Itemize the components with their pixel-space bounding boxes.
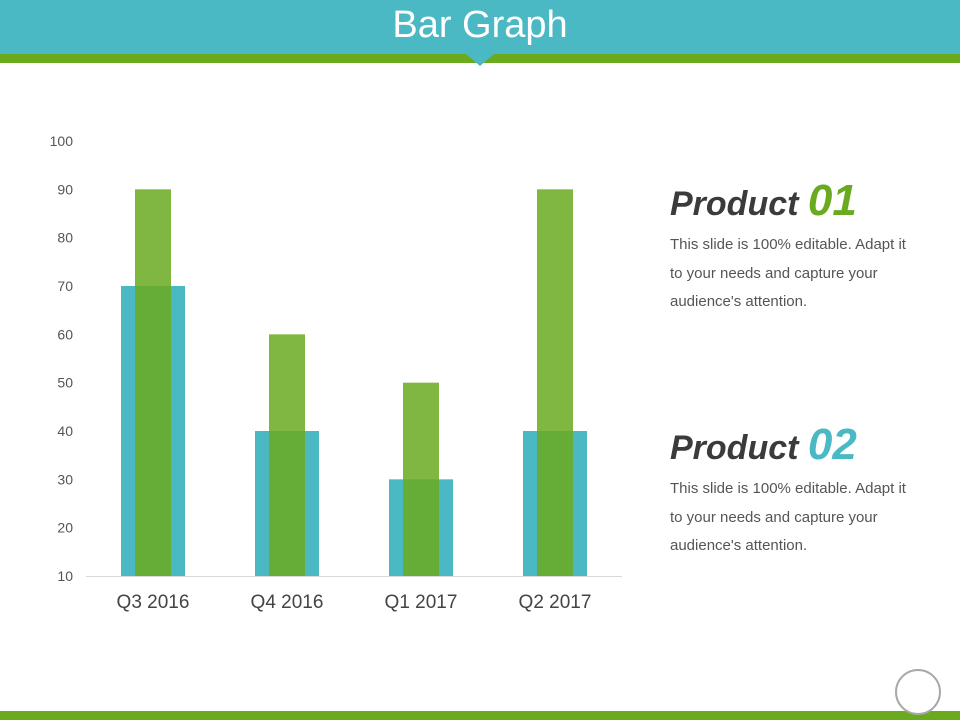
product-block-2: Product 02 This slide is 100% editable. … [670,420,930,561]
chart-bars [121,189,587,577]
y-tick-label: 40 [57,423,73,439]
product-title-2: Product 02 [670,420,930,473]
product-name-2: Product [670,429,799,467]
y-axis-ticks: 100 90 80 70 60 50 40 30 20 10 [50,133,74,584]
product-number-1: 01 [807,176,857,225]
y-tick-label: 80 [57,230,73,246]
bar-series-2-q4-2016 [269,334,305,576]
y-tick-label: 90 [57,181,73,197]
x-tick-label: Q2 2017 [519,592,592,613]
y-tick-label: 70 [57,278,73,294]
product-block-1: Product 01 This slide is 100% editable. … [670,176,930,317]
bar-series-2-q2-2017 [537,189,573,577]
y-tick-label: 20 [57,520,73,536]
x-axis-ticks: Q3 2016 Q4 2016 Q1 2017 Q2 2017 [117,592,592,613]
product-number-2: 02 [807,420,857,469]
slide-title: Bar Graph [392,4,568,46]
product-title-1: Product 01 [670,176,930,229]
x-tick-label: Q4 2016 [251,592,324,613]
bar-series-2-q1-2017 [403,382,439,576]
slide-nav-circle[interactable] [895,669,941,715]
product-name-1: Product [670,185,799,223]
y-tick-label: 30 [57,471,73,487]
product-description-2: This slide is 100% editable. Adapt it to… [670,480,906,554]
y-tick-label: 10 [57,568,73,584]
header-band [0,0,960,54]
product-description-1: This slide is 100% editable. Adapt it to… [670,236,906,310]
y-tick-label: 50 [57,375,73,391]
y-tick-label: 60 [57,326,73,342]
footer-accent-line [0,711,960,720]
x-tick-label: Q1 2017 [385,592,458,613]
header-pointer [466,54,494,66]
y-tick-label: 100 [50,133,74,149]
bar-series-2-q3-2016 [135,189,171,577]
x-tick-label: Q3 2016 [117,592,190,613]
